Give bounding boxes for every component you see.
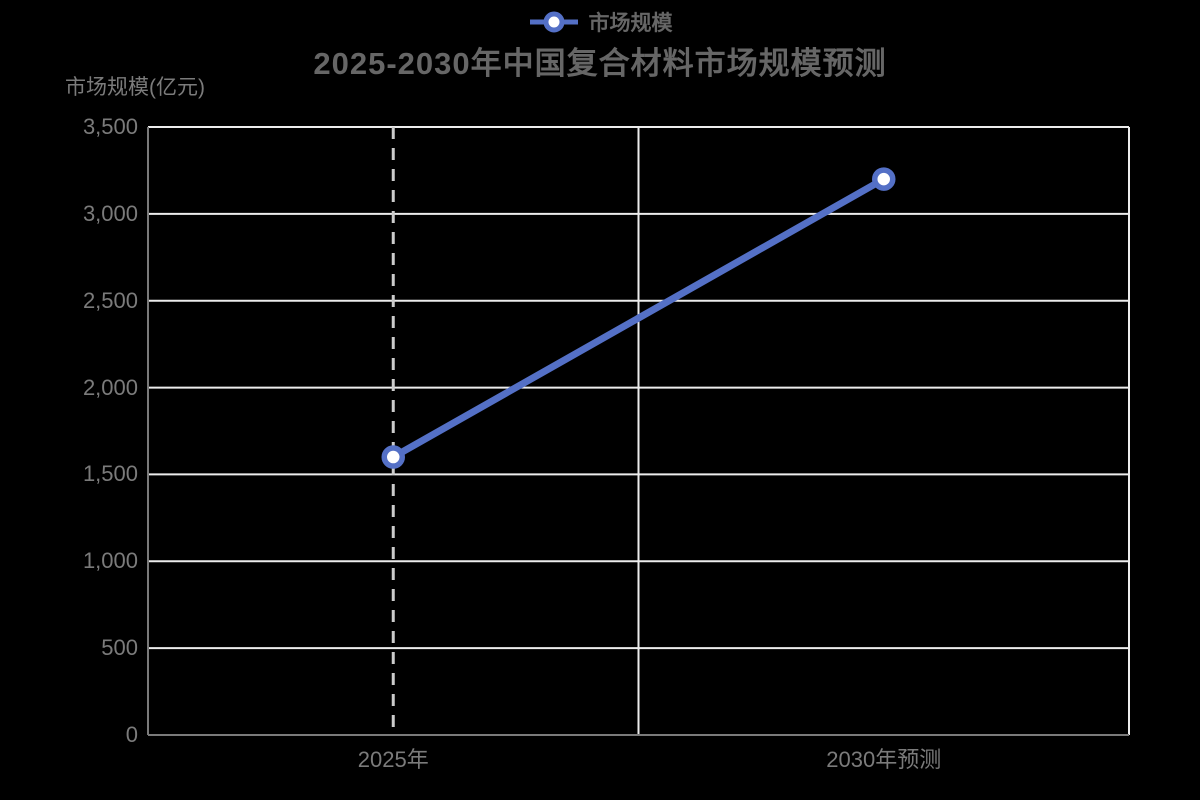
data-point-marker[interactable]	[381, 445, 405, 469]
y-tick-label: 1,500	[82, 461, 138, 487]
chart-title: 2025-2030年中国复合材料市场规模预测	[313, 46, 887, 81]
legend-item-market-size[interactable]: 市场规模	[0, 6, 1200, 38]
y-tick-label: 1,000	[82, 548, 138, 574]
x-tick-label: 2030年预测	[826, 747, 942, 772]
y-tick-label: 3,000	[82, 200, 138, 226]
y-tick-label: 0	[125, 722, 138, 747]
y-tick-label: 2,500	[82, 287, 138, 313]
y-tick-label: 500	[101, 635, 138, 661]
data-point-marker[interactable]	[872, 167, 896, 191]
legend-label: 市场规模	[588, 12, 673, 35]
y-tick-label: 2,000	[82, 374, 138, 400]
y-axis-name: 市场规模(亿元)	[65, 76, 205, 99]
series-line[interactable]	[389, 175, 888, 461]
y-tick-label: 3,500	[82, 114, 138, 139]
legend-line-marker-icon	[529, 11, 578, 33]
x-tick-label: 2025年	[357, 747, 429, 772]
